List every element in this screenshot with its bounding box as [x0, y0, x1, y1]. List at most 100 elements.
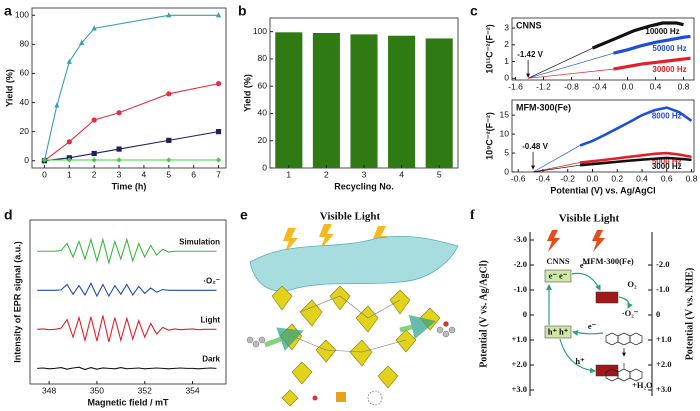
- series-line: [37, 315, 217, 343]
- mof-cb: [595, 291, 619, 304]
- y-axis-label: Yield (%): [242, 74, 252, 112]
- mof-vb: [595, 364, 619, 377]
- legend-cluster: [336, 392, 346, 402]
- series-label: 50000 Hz: [652, 44, 686, 53]
- bar: [388, 35, 416, 169]
- marker: [91, 117, 97, 123]
- legend-atom: [312, 395, 318, 401]
- series-line: [613, 56, 691, 71]
- linker: [291, 295, 407, 353]
- hole-label: h⁺: [575, 356, 585, 366]
- chart: c 0 1 2 3 -1.6 -1.2 -0.8 -0.4 0.0 0.4 0.8 10¹¹C⁻²(F⁻…: [470, 3, 695, 91]
- lightning: [319, 224, 334, 250]
- series-label: 3000 Hz: [652, 162, 682, 171]
- y-tick-label: 20: [258, 135, 268, 145]
- panel-letter: e: [240, 207, 248, 223]
- y-tick-label: 5: [504, 147, 509, 157]
- y2-tick-label: +1.0: [656, 334, 671, 344]
- x-tick-label: 348: [42, 385, 56, 395]
- y-tick-label: 0: [523, 309, 527, 319]
- x-tick-label: -1.6: [508, 81, 523, 91]
- panel-letter: a: [4, 3, 12, 19]
- y-tick-label: 0: [504, 73, 509, 83]
- series-label: 30000 Hz: [652, 65, 686, 74]
- y2-tick-label: +2.0: [656, 359, 671, 369]
- marker: [215, 12, 222, 18]
- light-label: Visible Light: [559, 213, 620, 225]
- y-tick-label: 100: [253, 26, 267, 36]
- y-tick-label: +2.0: [512, 359, 527, 369]
- y-tick-label: 40: [258, 108, 268, 118]
- panel-letter: d: [4, 207, 13, 223]
- marker: [66, 157, 72, 163]
- hole-arrow: [559, 338, 596, 374]
- x-axis-label: Recycling No.: [334, 181, 394, 191]
- plot-frame: [511, 99, 695, 173]
- y-tick-label: 80: [258, 53, 268, 63]
- marker: [215, 157, 222, 163]
- series-label: Simulation: [179, 237, 220, 246]
- x-tick-label: 2: [92, 169, 97, 179]
- marker: [116, 146, 122, 152]
- reactant-arrow: [264, 327, 304, 351]
- marker: [166, 12, 172, 18]
- x-tick-label: 0: [42, 169, 47, 179]
- bar: [350, 34, 378, 169]
- y-tick-label: +1.0: [512, 334, 527, 344]
- series-label: Dark: [202, 354, 220, 363]
- series-line: [44, 131, 219, 162]
- molecule: [246, 321, 456, 348]
- panel-e: e Visible Light: [240, 207, 459, 407]
- marker: [166, 91, 172, 97]
- panel-f: f Visible Light -3.0 -2.0 -1.0 0 +1.0 +2.0 +3.…: [470, 208, 695, 396]
- series-label: 8000 Hz: [652, 112, 682, 121]
- x-tick-label: 4: [142, 169, 147, 179]
- y-axis-label: Intensity of EPR signal (a.u.): [12, 241, 22, 363]
- y-tick-label: 0: [504, 166, 509, 176]
- y-tick-label: 20: [20, 126, 30, 136]
- marker: [91, 157, 97, 163]
- x-tick-label: 7: [216, 169, 221, 179]
- lightning: [592, 230, 605, 252]
- y2-tick-label: +3.0: [656, 384, 671, 394]
- y-tick-label: 80: [20, 39, 30, 49]
- x-tick-label: 5: [166, 169, 171, 179]
- series-line: [579, 106, 693, 147]
- x-tick-label: 3: [117, 169, 122, 179]
- water-label: +H₂O: [632, 380, 653, 390]
- x-tick-label: 0.0: [622, 81, 634, 91]
- x-axis-label: Potential (V) vs. Ag/AgCl: [550, 185, 655, 195]
- y-axis-label: Potential (V vs. Ag/AgCl): [478, 260, 489, 368]
- y-tick-label: -2.0: [514, 259, 527, 269]
- y-tick-label: 100: [15, 10, 29, 20]
- marker: [91, 150, 97, 157]
- electron-label: e⁻: [580, 260, 589, 270]
- lightning: [547, 230, 560, 252]
- xanthone: [605, 363, 643, 382]
- panel-letter: b: [238, 3, 247, 19]
- light-label: Visible Light: [320, 211, 381, 223]
- y-tick-label: 3: [504, 22, 509, 32]
- legend-fe: [367, 390, 383, 406]
- y-axis-label: 10¹¹C⁻²(F⁻²): [484, 24, 494, 74]
- x-tick-label: -1.2: [536, 81, 551, 91]
- marker: [91, 25, 97, 31]
- x-tick-label: 354: [185, 385, 199, 395]
- series-line: [37, 366, 217, 371]
- x-tick-label: -0.4: [592, 81, 607, 91]
- x-tick-label: -0.4: [536, 173, 551, 183]
- x-tick-label: 1: [286, 169, 291, 179]
- x-tick-label: 0.8: [678, 81, 690, 91]
- marker: [79, 39, 85, 46]
- bar: [312, 33, 340, 168]
- marker: [166, 137, 172, 143]
- x-tick-label: -0.8: [564, 81, 579, 91]
- plot-frame: [29, 219, 227, 385]
- product-arrow: [399, 314, 437, 340]
- x-tick-label: 6: [191, 169, 196, 179]
- x-tick-label: 0.6: [661, 173, 673, 183]
- plot-frame: [31, 7, 227, 169]
- x-tick-label: 4: [399, 169, 404, 179]
- y-tick-label: -3.0: [514, 234, 527, 244]
